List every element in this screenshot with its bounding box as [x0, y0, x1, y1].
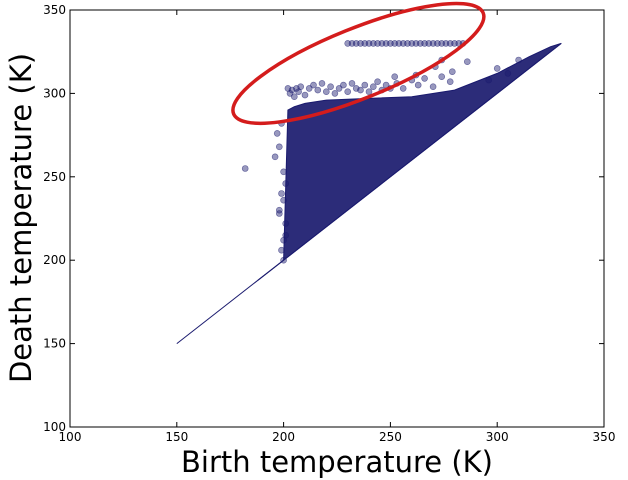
scatter-point: [278, 246, 285, 254]
scatter-point: [504, 70, 512, 77]
scatter-point: [446, 78, 454, 85]
scatter-point: [438, 73, 446, 80]
scatter-point: [275, 143, 283, 151]
x-tick-label: 100: [59, 430, 82, 444]
scatter-point: [399, 85, 407, 92]
x-tick-label: 300: [486, 430, 509, 444]
scatter-point: [331, 90, 339, 97]
x-tick-label: 150: [165, 430, 188, 444]
scatter-point: [463, 58, 471, 66]
scatter-point: [282, 231, 290, 239]
scatter-point: [318, 80, 326, 87]
scatter-point: [280, 168, 287, 176]
plot-frame: [69, 9, 605, 428]
scatter-point: [305, 85, 313, 92]
y-tick-label: 100: [43, 420, 66, 434]
scatter-point: [493, 65, 501, 72]
scatter-point: [278, 190, 285, 197]
scatter-point: [421, 75, 428, 82]
scatter-point: [314, 86, 322, 94]
scatter-point: [485, 76, 493, 84]
scatter-point: [273, 130, 281, 137]
x-tick-label: 250: [379, 430, 402, 444]
scatter-point: [327, 83, 334, 90]
scatter-point: [301, 91, 309, 99]
y-tick-label: 150: [43, 337, 66, 351]
scatter-point: [414, 81, 422, 89]
scatter-point: [361, 81, 369, 89]
annotation-ellipse: [231, 1, 486, 126]
scatter-point: [340, 81, 347, 89]
scatter-point: [275, 210, 283, 217]
scatter-point: [275, 206, 283, 214]
y-axis-title: Death temperature (K): [4, 53, 38, 383]
scatter-point: [391, 73, 399, 80]
scatter-point: [322, 88, 330, 95]
scatter-point: [348, 80, 356, 87]
scatter-point: [271, 153, 279, 161]
x-tick-label: 350: [593, 430, 616, 444]
scatter-point: [280, 256, 287, 264]
data-layer: [176, 40, 562, 344]
y-tick-label: 300: [43, 86, 66, 100]
x-tick-label: 200: [272, 430, 295, 444]
scatter-point: [290, 93, 298, 100]
scatter-point: [515, 56, 522, 64]
scatter-point: [365, 88, 373, 95]
scatter-point: [282, 220, 290, 227]
scatter-point: [310, 81, 317, 89]
diagonal-line: [176, 42, 562, 344]
scatter-point: [280, 196, 287, 204]
scatter-point: [369, 83, 377, 90]
scatter-point: [429, 83, 437, 90]
scatter-point: [241, 165, 249, 172]
scatter-point: [344, 88, 352, 95]
y-tick-label: 200: [43, 253, 66, 267]
scatter-point: [335, 85, 343, 92]
scatter-point: [448, 68, 456, 75]
scatter-point: [297, 83, 305, 90]
scatter-point: [374, 78, 381, 85]
scatter-point: [357, 86, 364, 94]
scatter-point: [282, 180, 290, 187]
y-tick-label: 350: [43, 3, 66, 17]
y-tick-label: 250: [43, 170, 66, 184]
x-axis-title: Birth temperature (K): [181, 445, 493, 479]
ticks-layer: 100 150 200 250 300 350 100 150 200 250 300 350: [43, 3, 615, 444]
scatter-point: [286, 90, 294, 97]
